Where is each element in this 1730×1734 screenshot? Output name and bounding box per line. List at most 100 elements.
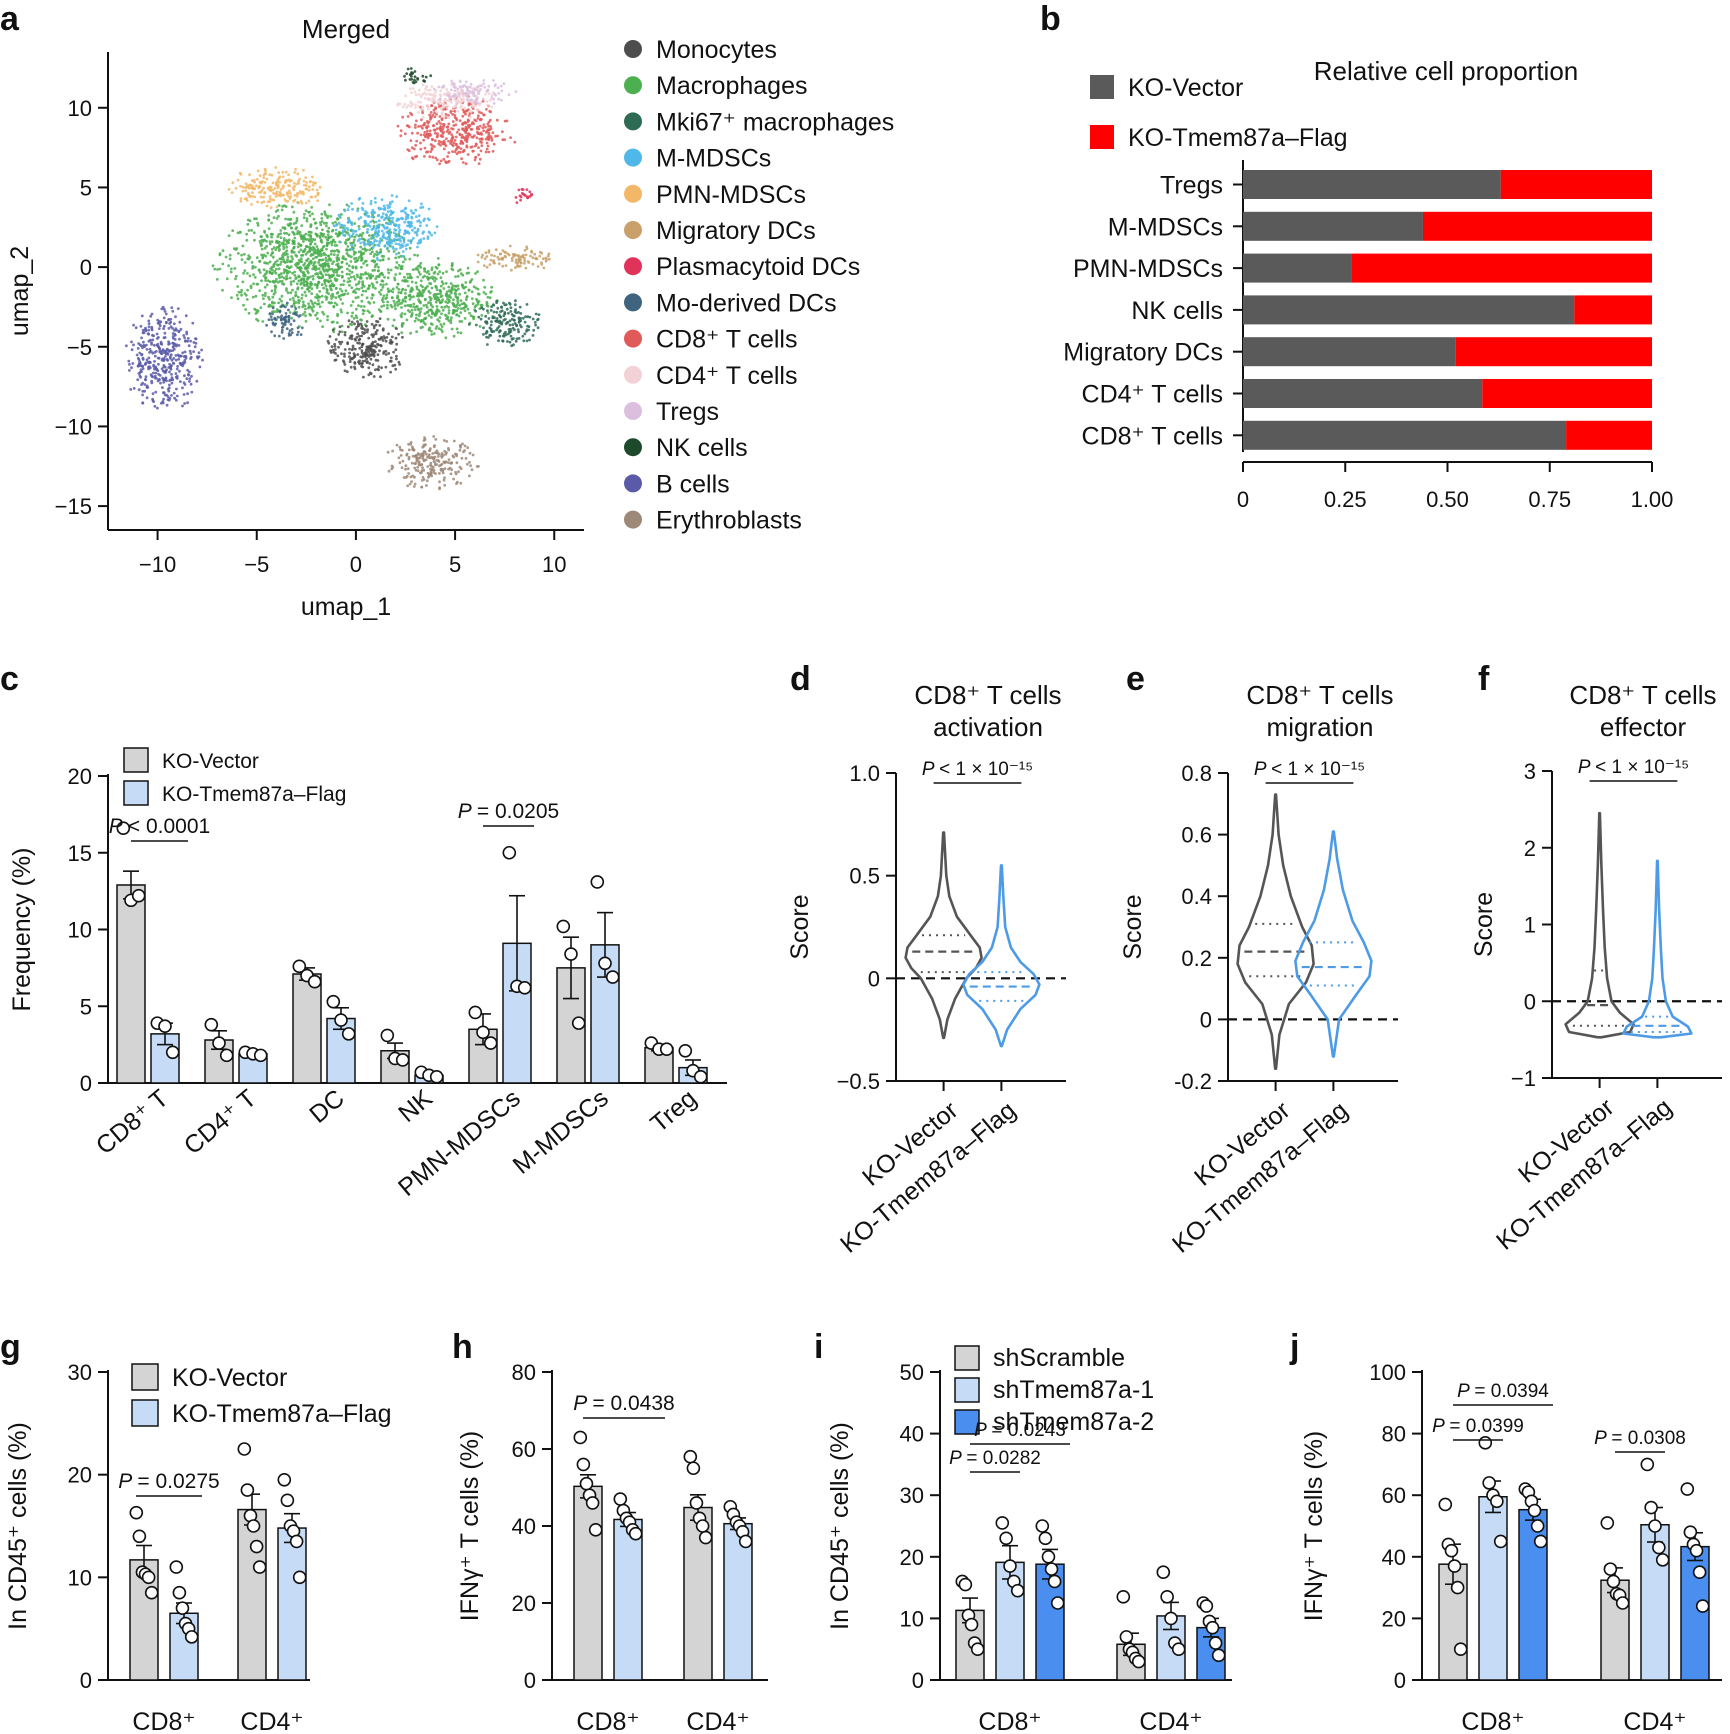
scatter-point <box>356 353 360 356</box>
scatter-point <box>394 273 398 276</box>
scatter-point <box>435 308 439 311</box>
scatter-point <box>184 314 188 318</box>
scatter-point <box>383 275 386 279</box>
scatter-point <box>410 480 413 483</box>
data-point <box>579 1476 594 1491</box>
scatter-point <box>294 307 298 310</box>
scatter-point <box>372 241 376 244</box>
scatter-point <box>429 111 433 114</box>
scatter-point <box>364 249 367 253</box>
scatter-point <box>353 277 357 281</box>
scatter-point <box>503 138 506 142</box>
y-tick-label: 0 <box>1524 989 1536 1014</box>
scatter-point <box>447 285 451 289</box>
scatter-point <box>311 277 315 281</box>
scatter-point <box>337 249 340 253</box>
scatter-point <box>186 368 190 372</box>
scatter-point <box>431 113 434 117</box>
scatter-point <box>420 202 423 206</box>
scatter-point <box>489 98 492 102</box>
scatter-point <box>325 287 329 291</box>
scatter-point <box>327 230 330 234</box>
scatter-point <box>175 367 179 371</box>
scatter-point <box>377 219 381 223</box>
scatter-point <box>502 82 506 86</box>
scatter-point <box>361 327 365 331</box>
scatter-point <box>382 283 385 287</box>
scatter-point <box>303 310 307 314</box>
scatter-point <box>292 279 296 283</box>
scatter-point <box>488 109 492 113</box>
y-tick-label: 20 <box>900 1545 924 1570</box>
scatter-point <box>198 365 202 369</box>
scatter-point <box>392 318 396 322</box>
scatter-point <box>139 368 143 372</box>
scatter-point <box>271 181 275 185</box>
scatter-point <box>279 263 282 266</box>
data-point <box>1160 1590 1174 1604</box>
scatter-point <box>496 255 500 259</box>
scatter-point <box>343 333 347 337</box>
data-point <box>212 1036 226 1050</box>
scatter-point <box>194 337 198 341</box>
scatter-point <box>396 124 400 128</box>
y-tick-label: 50 <box>900 1360 924 1385</box>
x-tick-label: Treg <box>645 1084 702 1138</box>
scatter-point <box>435 288 439 292</box>
scatter-point <box>294 293 298 297</box>
scatter-point <box>385 237 389 241</box>
scatter-point <box>331 269 335 273</box>
scatter-point <box>345 370 349 374</box>
scatter-point <box>277 214 280 218</box>
scatter-point <box>379 237 382 241</box>
scatter-point <box>361 231 365 235</box>
scatter-point <box>338 340 341 344</box>
data-point <box>659 1042 674 1057</box>
scatter-point <box>260 243 264 247</box>
y-axis-label: In CD45⁺ cells (%) <box>4 1422 32 1630</box>
scatter-point <box>404 467 407 471</box>
scatter-point <box>471 102 474 105</box>
scatter-point <box>346 311 349 315</box>
scatter-point <box>410 91 413 95</box>
scatter-point <box>305 181 308 184</box>
scatter-point <box>411 87 415 90</box>
scatter-point <box>358 346 362 350</box>
data-point <box>1530 1519 1545 1533</box>
scatter-point <box>423 155 426 158</box>
scatter-point <box>162 380 166 384</box>
scatter-point <box>150 327 154 330</box>
scatter-point <box>421 285 424 289</box>
scatter-point <box>453 138 457 142</box>
data-point <box>598 956 612 971</box>
scatter-point <box>148 360 152 364</box>
scatter-point <box>483 85 486 89</box>
scatter-point <box>523 249 527 252</box>
scatter-point <box>487 84 491 88</box>
scatter-point <box>309 254 313 257</box>
scatter-point <box>277 334 281 338</box>
scatter-point <box>358 334 361 338</box>
scatter-point <box>314 295 317 299</box>
scatter-point <box>299 244 303 248</box>
scatter-point <box>187 344 191 348</box>
scatter-point <box>421 83 425 87</box>
scatter-point <box>541 257 545 261</box>
scatter-point <box>305 259 309 262</box>
scatter-point <box>337 213 341 217</box>
scatter-point <box>303 247 307 251</box>
scatter-point <box>348 355 351 359</box>
scatter-point <box>389 359 393 363</box>
scatter-point <box>494 248 498 252</box>
scatter-point <box>407 284 410 288</box>
scatter-point <box>371 250 374 254</box>
scatter-point <box>303 212 306 216</box>
scatter-point <box>421 92 425 96</box>
scatter-point <box>381 339 385 342</box>
scatter-point <box>184 339 187 343</box>
scatter-point <box>510 259 514 262</box>
scatter-point <box>132 387 136 390</box>
scatter-point <box>433 139 437 143</box>
scatter-point <box>262 195 265 199</box>
legend-swatch <box>624 184 642 203</box>
